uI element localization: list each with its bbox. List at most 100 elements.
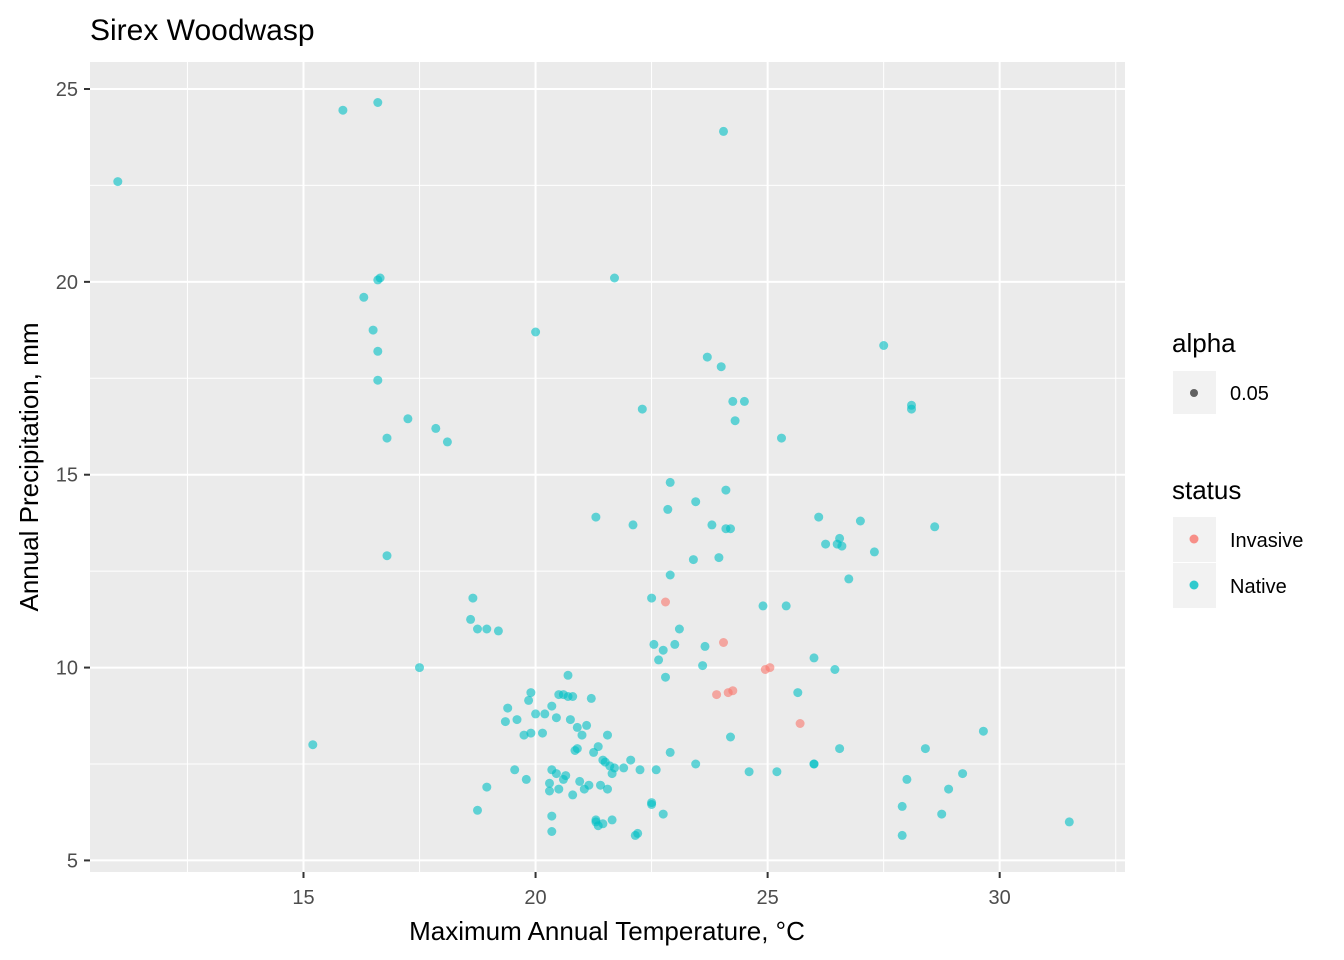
y-axis-ticks: 5 10 15 20 25 xyxy=(56,79,90,872)
data-point-native xyxy=(551,713,561,723)
data-point-native xyxy=(547,811,557,821)
data-points xyxy=(113,98,1074,840)
data-point-native xyxy=(551,769,561,779)
data-point-native xyxy=(545,786,554,796)
data-point-native xyxy=(373,346,383,356)
y-tick-label: 5 xyxy=(67,850,78,872)
data-point-native xyxy=(531,709,541,719)
data-point-invasive xyxy=(728,686,738,696)
data-point-native xyxy=(526,728,536,738)
data-point-native xyxy=(113,177,123,187)
data-point-native xyxy=(373,98,383,107)
data-point-native xyxy=(658,645,668,655)
data-point-native xyxy=(691,759,701,769)
data-point-native xyxy=(568,790,578,800)
data-point-native xyxy=(665,477,675,487)
data-point-native xyxy=(707,520,717,530)
data-point-invasive xyxy=(765,663,775,673)
data-point-native xyxy=(930,522,940,532)
data-point-native xyxy=(403,414,413,424)
data-point-native xyxy=(482,782,492,792)
data-point-native xyxy=(586,693,596,703)
data-point-native xyxy=(545,778,554,788)
data-point-native xyxy=(368,325,378,335)
data-point-native xyxy=(665,570,675,580)
data-point-native xyxy=(902,774,912,784)
data-point-native xyxy=(700,641,710,651)
legend-native-label: Native xyxy=(1230,576,1287,598)
legend-alpha-title: alpha xyxy=(1172,328,1236,358)
data-point-native xyxy=(647,800,657,809)
data-point-native xyxy=(835,744,845,754)
legend: alpha 0.05 status Invasive Native xyxy=(1172,328,1303,608)
data-point-native xyxy=(635,765,645,775)
data-point-native xyxy=(500,717,510,727)
data-point-native xyxy=(415,663,424,673)
data-point-native xyxy=(814,512,824,522)
data-point-native xyxy=(897,801,907,811)
data-point-native xyxy=(777,433,786,443)
data-point-native xyxy=(526,688,536,698)
data-point-native xyxy=(382,551,392,561)
data-point-native xyxy=(610,273,619,283)
data-point-native xyxy=(591,512,601,522)
legend-native-dot xyxy=(1189,580,1199,590)
x-tick-label: 20 xyxy=(524,887,546,909)
y-tick-label: 25 xyxy=(56,79,78,101)
data-point-native xyxy=(721,485,731,495)
data-point-native xyxy=(603,730,612,740)
data-point-native xyxy=(591,817,601,827)
data-point-native xyxy=(575,776,585,786)
data-point-native xyxy=(663,504,673,514)
data-point-native xyxy=(510,765,520,775)
data-point-native xyxy=(540,709,550,719)
data-point-native xyxy=(637,404,647,414)
x-axis-title: Maximum Annual Temperature, °C xyxy=(409,916,805,946)
data-point-native xyxy=(607,815,617,825)
data-point-native xyxy=(568,692,578,701)
data-point-invasive xyxy=(712,690,722,700)
data-point-native xyxy=(524,695,534,705)
data-point-native xyxy=(920,744,930,754)
data-point-native xyxy=(382,433,392,443)
data-point-native xyxy=(879,341,889,350)
grid-major xyxy=(90,62,1125,872)
data-point-native xyxy=(702,352,712,362)
data-point-native xyxy=(698,661,708,671)
data-point-native xyxy=(651,765,661,775)
data-point-native xyxy=(563,670,573,680)
data-point-native xyxy=(473,624,482,634)
legend-alpha-label: 0.05 xyxy=(1230,383,1269,405)
data-point-native xyxy=(869,547,879,557)
data-point-native xyxy=(589,747,599,757)
data-point-native xyxy=(958,769,968,779)
legend-invasive-label: Invasive xyxy=(1230,530,1303,552)
data-point-native xyxy=(493,626,503,636)
chart-title: Sirex Woodwasp xyxy=(90,14,315,47)
data-point-native xyxy=(739,396,749,406)
data-point-native xyxy=(519,730,529,740)
y-axis-title: Annual Precipitation, mm xyxy=(14,322,44,611)
data-point-native xyxy=(772,767,782,777)
data-point-native xyxy=(584,780,594,790)
data-point-native xyxy=(844,574,854,584)
data-point-native xyxy=(670,639,680,649)
data-point-native xyxy=(658,809,668,819)
y-tick-label: 10 xyxy=(56,658,78,680)
x-tick-label: 30 xyxy=(989,887,1011,909)
data-point-native xyxy=(832,539,842,549)
data-point-native xyxy=(521,774,531,784)
data-point-native xyxy=(744,767,754,777)
data-point-native xyxy=(565,715,575,725)
legend-invasive-dot xyxy=(1189,534,1199,544)
y-tick-label: 20 xyxy=(56,272,78,294)
data-point-native xyxy=(726,732,735,742)
data-point-native xyxy=(944,784,954,794)
data-point-native xyxy=(781,601,791,611)
data-point-native xyxy=(630,830,640,840)
data-point-native xyxy=(582,720,592,730)
data-point-native xyxy=(473,805,482,815)
data-point-native xyxy=(572,722,582,732)
data-point-native xyxy=(554,690,564,700)
data-point-native xyxy=(688,555,698,565)
